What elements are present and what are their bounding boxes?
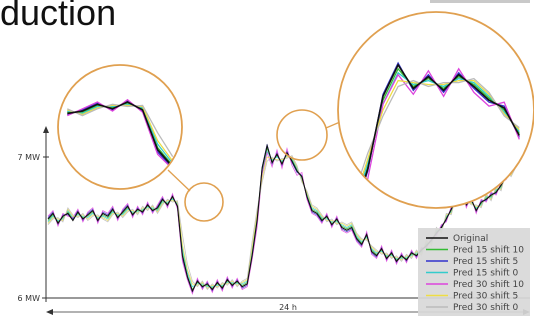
inset-right-bg [338,12,534,208]
zoom-inset-left [57,64,183,190]
inset-left-ring [57,64,183,190]
connector-right [325,121,341,129]
zoom-inset-right [337,11,534,209]
inset-right-content [351,61,521,208]
inset-left-bg [58,65,182,189]
connector-left [167,169,191,192]
legend-label-5: Pred 30 shift 5 [453,292,518,302]
legend-label-2: Pred 15 shift 5 [453,257,518,267]
decorative-bar [430,0,530,3]
span-label: 24 h [279,303,297,312]
inset-right-ring [337,11,534,209]
series-line-4 [47,137,527,296]
legend-label-0: Original [453,234,488,244]
series-line-2 [47,138,527,294]
y-tick-label-1: 6 MW [18,294,41,303]
y-axis-arrow [43,126,49,133]
series-line-6 [47,146,527,291]
legend-label-1: Pred 15 shift 10 [453,246,524,256]
inset-left-series-0 [67,101,174,168]
y-tick-label-0: 7 MW [18,153,41,162]
highlight-circle-1 [276,109,328,161]
legend-label-3: Pred 15 shift 0 [453,269,518,279]
highlight-circle-0 [184,182,224,222]
highlight-circles [167,109,341,222]
inset-right-series-0 [351,63,521,208]
legend-label-6: Pred 30 shift 0 [453,303,518,313]
inset-left-content [67,98,174,170]
legend-label-4: Pred 30 shift 10 [453,280,524,290]
series-line-0 [47,139,527,293]
title-fragment: duction [0,0,117,33]
span-arrow-left [46,309,53,315]
